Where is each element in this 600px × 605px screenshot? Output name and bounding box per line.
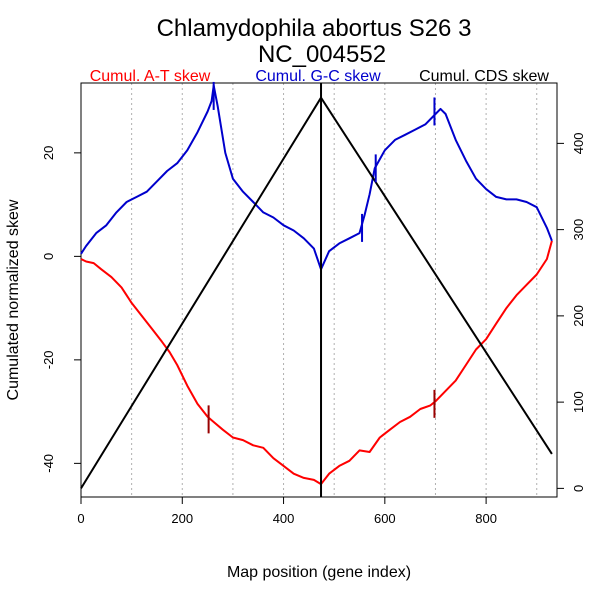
series-at-skew-line [80,240,553,486]
x-tick-label-0: 0 [77,511,84,526]
x-tick-label-4: 800 [475,511,497,526]
chart-subtitle: NC_004552 [258,41,386,68]
marker-layer [207,81,436,434]
series-gc-skew-line [80,84,553,271]
legend-cds-skew: Cumul. CDS skew [419,68,549,85]
y-tick-label-3: 20 [41,146,56,160]
grid-layer [80,83,538,497]
x-tick-label-2: 400 [273,511,295,526]
y2-tick-label-1: 100 [571,391,586,413]
y-tick-label-1: -20 [41,350,56,369]
y2-tick-label-3: 300 [571,219,586,241]
chart-title: Chlamydophila abortus S26 3 [157,15,472,42]
series-cds-skew-line [80,96,553,489]
legend-gc-skew: Cumul. G-C skew [255,68,381,85]
y-tick-label-2: 0 [41,253,56,260]
y2-tick-label-2: 200 [571,305,586,327]
x-tick-label-1: 200 [171,511,193,526]
legend-at-skew: Cumul. A-T skew [90,68,211,85]
y-axis-left: -40 -20 0 20 [41,146,81,473]
plot-frame [80,82,558,498]
y-tick-label-0: -40 [41,454,56,473]
y-axis-label: Cumulated normalized skew [5,199,22,400]
y2-tick-label-0: 0 [571,485,586,492]
x-axis-label: Map position (gene index) [227,564,411,581]
y-axis-right: 0 100 200 300 400 [557,133,586,492]
x-tick-label-3: 600 [374,511,396,526]
y2-tick-label-4: 400 [571,133,586,155]
x-axis: 0 200 400 600 800 [77,497,497,526]
series-layer [80,83,553,497]
